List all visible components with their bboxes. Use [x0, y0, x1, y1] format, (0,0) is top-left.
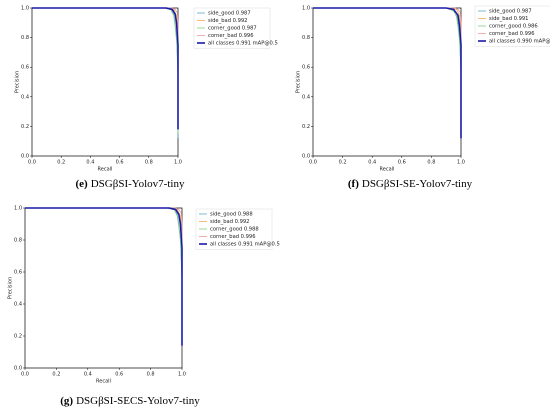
y-tick-label: 0.0	[14, 366, 22, 372]
plot-frame	[312, 7, 462, 157]
y-tick-label: 0.6	[302, 65, 310, 71]
chart: 0.0 0.2 0.4 0.6 0.8 1.0 0.0 0.2 0.4 0.6 0.8 1.0 Reca…	[15, 6, 278, 190]
y-tick-label: 1.0	[14, 206, 22, 212]
x-tick-label: 0.2	[52, 372, 60, 378]
pr-curve	[32, 7, 179, 134]
caption: (f) DSGβSI-SE-Yolov7-tiny	[348, 178, 473, 190]
legend-label: all classes 0.991 mAP@0.5	[210, 242, 280, 248]
pr-curve	[25, 207, 183, 320]
caption-text: DSGβSI-SECS-Yolov7-tiny	[76, 395, 200, 407]
x-tick-label: 0.6	[115, 372, 123, 378]
x-tick-label: 0.2	[339, 160, 347, 166]
chart: 0.0 0.2 0.4 0.6 0.8 1.0 0.0 0.2 0.4 0.6 0.8 1.0 Reca…	[8, 206, 280, 407]
pr-curve	[32, 7, 179, 127]
y-tick-label: 0.2	[302, 124, 310, 130]
legend-label: corner_bad 0.996	[489, 31, 535, 37]
plot-frame	[24, 207, 183, 369]
legend-label: corner_good 0.987	[208, 26, 257, 32]
pr-curve	[313, 7, 462, 112]
caption: (e) DSGβSI-Yolov7-tiny	[76, 178, 185, 190]
x-tick-label: 0.8	[145, 160, 153, 166]
pr-curve	[313, 7, 462, 139]
pr-curve	[32, 7, 179, 112]
legend-label: corner_good 0.986	[489, 24, 538, 30]
x-tick-label: 0.6	[398, 160, 406, 166]
x-tick-label: 0.8	[147, 372, 155, 378]
caption-text: DSGβSI-Yolov7-tiny	[91, 178, 185, 190]
legend-label: corner_bad 0.996	[210, 234, 256, 240]
legend-label: all classes 0.991 mAP@0.5	[208, 41, 278, 47]
legend-label: side_good 0.988	[210, 212, 253, 218]
pr-curve	[25, 207, 183, 336]
y-tick-label: 0.2	[21, 124, 29, 130]
caption-label: (g)	[60, 395, 73, 407]
legend-label: side_bad 0.991	[489, 16, 529, 22]
legend-label: side_bad 0.992	[208, 18, 248, 24]
legend-label: corner_bad 0.996	[208, 33, 254, 39]
y-tick-label: 0.8	[14, 238, 22, 244]
pr-curve	[25, 207, 183, 346]
caption-text: DSGβSI-SE-Yolov7-tiny	[362, 178, 473, 190]
x-axis-label: Recall	[380, 167, 395, 173]
x-tick-label: 1.0	[174, 160, 182, 166]
x-axis-label: Recall	[96, 379, 111, 385]
legend-box	[474, 5, 550, 47]
y-tick-label: 0.4	[21, 94, 29, 100]
pr-curve	[32, 7, 179, 139]
x-tick-label: 0.8	[427, 160, 435, 166]
x-tick-label: 1.0	[457, 160, 465, 166]
y-tick-label: 0.4	[302, 94, 310, 100]
legend-box	[195, 208, 273, 250]
caption: (g) DSGβSI-SECS-Yolov7-tiny	[60, 395, 200, 407]
x-tick-label: 1.0	[178, 372, 186, 378]
x-tick-label: 0.4	[368, 160, 376, 166]
y-tick-label: 0.0	[21, 154, 29, 160]
y-tick-label: 0.6	[21, 65, 29, 71]
x-axis-label: Recall	[98, 167, 113, 173]
legend-label: side_good 0.987	[208, 11, 251, 17]
x-tick-label: 0.4	[84, 372, 92, 378]
pr-curve	[313, 7, 462, 127]
x-tick-label: 0.4	[86, 160, 94, 166]
plot-frame	[31, 7, 179, 157]
legend-box	[193, 7, 271, 49]
caption-label: (f)	[348, 178, 359, 190]
y-axis-label: Precision	[15, 71, 21, 93]
y-axis-label: Precision	[8, 277, 14, 299]
chart: 0.0 0.2 0.4 0.6 0.8 1.0 0.0 0.2 0.4 0.6 0.8 1.0 Reca…	[296, 6, 550, 190]
legend-label: side_good 0.987	[489, 9, 532, 15]
y-tick-label: 0.4	[14, 302, 22, 308]
y-tick-label: 1.0	[21, 6, 29, 12]
x-tick-label: 0.0	[309, 160, 317, 166]
caption-label: (e)	[76, 178, 89, 190]
x-tick-label: 0.6	[116, 160, 124, 166]
x-tick-label: 0.0	[21, 372, 29, 378]
pr-curve	[313, 7, 462, 134]
pr-curve	[313, 7, 462, 139]
pr-curve	[32, 7, 179, 130]
pr-curve	[25, 207, 183, 346]
y-tick-label: 0.2	[14, 334, 22, 340]
legend-label: side_bad 0.992	[210, 219, 250, 225]
legend-label: corner_good 0.988	[210, 227, 259, 233]
y-tick-label: 0.0	[302, 154, 310, 160]
y-tick-label: 0.6	[14, 270, 22, 276]
x-tick-label: 0.2	[57, 160, 65, 166]
pr-curve	[25, 207, 183, 344]
y-tick-label: 0.8	[21, 35, 29, 41]
x-tick-label: 0.0	[28, 160, 36, 166]
y-tick-label: 0.8	[302, 35, 310, 41]
y-axis-label: Precision	[296, 71, 302, 93]
y-tick-label: 1.0	[302, 6, 310, 12]
legend-label: all classes 0.990 mAP@0.5	[489, 39, 550, 45]
